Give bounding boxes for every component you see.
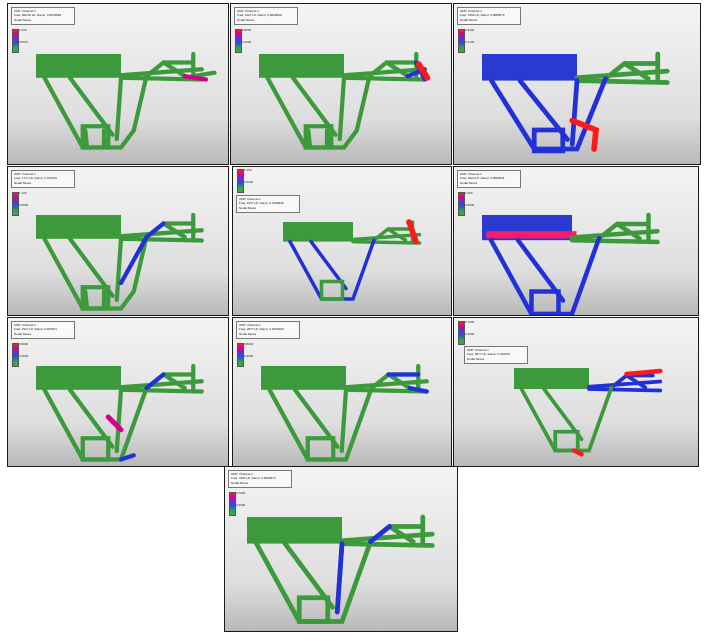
stress-color-scale bbox=[458, 192, 465, 216]
scale-mid-label: 0.3500 bbox=[236, 503, 246, 507]
stress-color-scale bbox=[12, 192, 19, 216]
scale-mid-label: 0.4000 bbox=[242, 40, 252, 44]
scale-max-label: 0.8000 bbox=[244, 342, 254, 346]
scale-max-label: 0.8000 bbox=[19, 342, 29, 346]
scale-mid-label: 0.5000 bbox=[244, 180, 254, 184]
mode-legend: ODP: Channel 1 Freq: 2577 Hz, Damp: 0.010… bbox=[236, 321, 300, 339]
scale-max-label: 0.3400 bbox=[465, 28, 475, 32]
frame-render bbox=[225, 467, 457, 631]
scale-mid-label: 0.4000 bbox=[244, 354, 254, 358]
mode-legend: ODP: Channel 1 Freq: 2877 Hz, Damp: 0.010… bbox=[464, 346, 528, 364]
scale-mid-label: 0.5500 bbox=[19, 203, 29, 207]
mode-legend: ODP: Channel 1 Freq: 1027 Hz, Damp: 0.009… bbox=[234, 7, 298, 25]
mode-legend: ODP: Channel 1 Freq: 1252 Hz, Damp: 0.008… bbox=[457, 7, 521, 25]
mode-legend: ODP: Channel 1 Freq: 1917 Hz, Damp: 0.010… bbox=[236, 195, 300, 213]
scale-mid-label: 0.4000 bbox=[19, 354, 29, 358]
mode-panel-1: ODP: Channel 1 Freq: 822.00 Hz, Damp: 0.0… bbox=[7, 3, 229, 165]
mode-legend: ODP: Channel 1 Freq: 1717 Hz, Damp: 0.013… bbox=[11, 170, 75, 188]
stress-color-scale bbox=[237, 169, 244, 193]
stress-color-scale bbox=[12, 343, 19, 367]
mode-panel-5: ODP: Channel 1 Freq: 1917 Hz, Damp: 0.010… bbox=[232, 166, 452, 316]
frame-render bbox=[8, 167, 228, 315]
scale-mid-label: 0.5007 bbox=[19, 40, 29, 44]
mode-panel-3: ODP: Channel 1 Freq: 1252 Hz, Damp: 0.008… bbox=[453, 3, 701, 165]
frame-render bbox=[454, 167, 698, 315]
stress-color-scale bbox=[235, 29, 242, 53]
scale-max-label: 1.000 bbox=[19, 28, 27, 32]
stress-color-scale bbox=[12, 29, 19, 53]
frame-render bbox=[454, 318, 698, 466]
scale-mid-label: 0.1700 bbox=[465, 40, 475, 44]
scale-max-label: 1.000 bbox=[244, 168, 252, 172]
mode-panel-9: ODP: Channel 1 Freq: 2877 Hz, Damp: 0.010… bbox=[453, 317, 699, 467]
frame-render bbox=[8, 318, 228, 466]
scale-mid-label: 0.5000 bbox=[465, 203, 475, 207]
stress-color-scale bbox=[458, 321, 465, 345]
frame-render bbox=[231, 4, 451, 164]
stress-color-scale bbox=[237, 343, 244, 367]
scale-max-label: 1.100 bbox=[19, 191, 27, 195]
frame-render bbox=[233, 167, 451, 315]
mode-legend: ODP: Channel 1 Freq: 822.00 Hz, Damp: 0.0… bbox=[11, 7, 75, 25]
frame-render bbox=[8, 4, 228, 164]
mode-panel-4: ODP: Channel 1 Freq: 1717 Hz, Damp: 0.013… bbox=[7, 166, 229, 316]
frame-render bbox=[454, 4, 700, 164]
stress-color-scale bbox=[229, 492, 236, 516]
scale-max-label: 0.7000 bbox=[465, 320, 475, 324]
scale-max-label: 0.8000 bbox=[242, 28, 252, 32]
stress-color-scale bbox=[458, 29, 465, 53]
mode-legend: ODP: Channel 1 Freq: 3181 Hz, Damp: 0.009… bbox=[228, 470, 292, 488]
mode-legend: ODP: Channel 1 Freq: 2217 Hz, Damp: 0.010… bbox=[11, 321, 75, 339]
mode-panel-2: ODP: Channel 1 Freq: 1027 Hz, Damp: 0.009… bbox=[230, 3, 452, 165]
mode-panel-7: ODP: Channel 1 Freq: 2217 Hz, Damp: 0.010… bbox=[7, 317, 229, 467]
scale-max-label: 0.7000 bbox=[236, 491, 246, 495]
mode-panel-10: ODP: Channel 1 Freq: 3181 Hz, Damp: 0.009… bbox=[224, 466, 458, 632]
scale-max-label: 1.000 bbox=[465, 191, 473, 195]
mode-legend: ODP: Channel 1 Freq: 2024 Hz, Damp: 0.008… bbox=[457, 170, 521, 188]
mode-panel-6: ODP: Channel 1 Freq: 2024 Hz, Damp: 0.008… bbox=[453, 166, 699, 316]
scale-mid-label: 0.3500 bbox=[465, 332, 475, 336]
mode-panel-8: ODP: Channel 1 Freq: 2577 Hz, Damp: 0.010… bbox=[232, 317, 452, 467]
frame-render bbox=[233, 318, 451, 466]
